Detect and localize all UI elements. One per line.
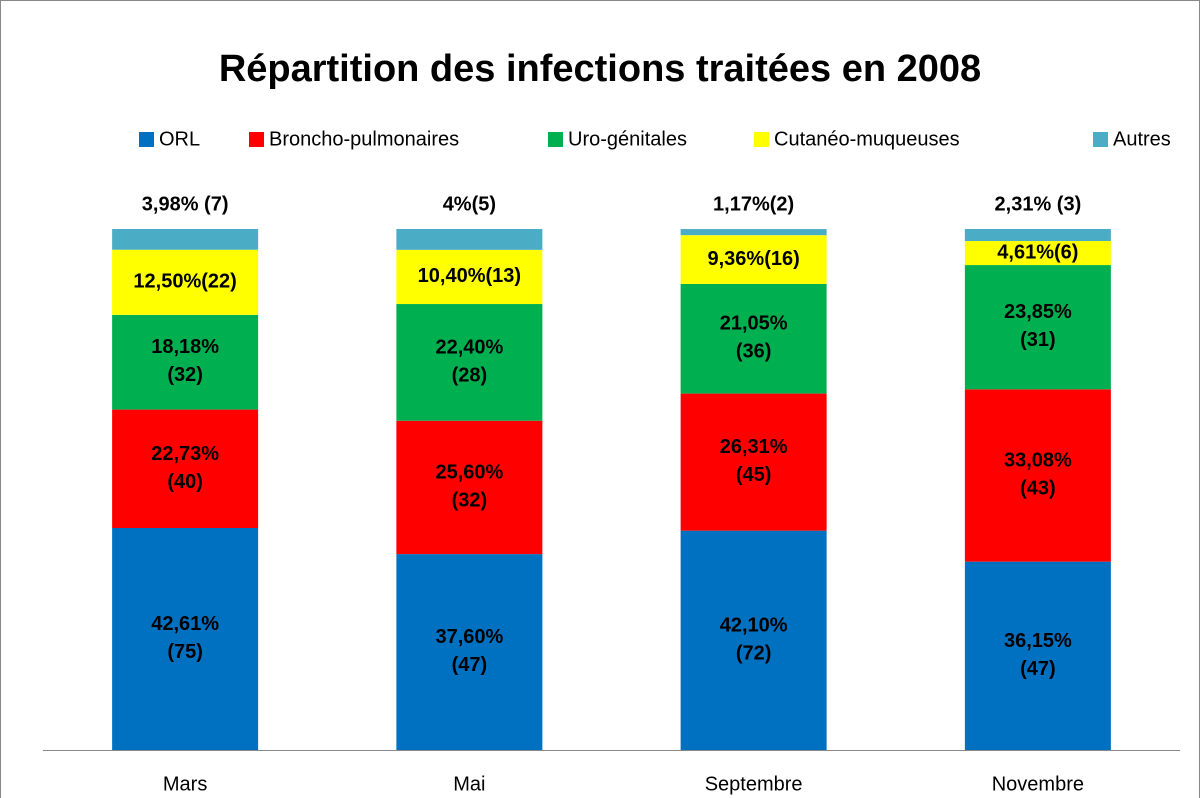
data-label-line: (28) <box>452 365 488 387</box>
data-label-line: 26,31% <box>720 436 788 458</box>
data-label: 10,40%(13) <box>418 265 521 287</box>
x-tick-label: Septembre <box>705 773 803 795</box>
data-label-line: 22,73% <box>151 443 219 465</box>
data-label: 25,60% (32) <box>435 462 503 512</box>
data-label-line: 36,15% <box>1004 630 1072 652</box>
bar-segment <box>680 229 827 236</box>
bar-segment <box>112 229 259 250</box>
data-label: 2,31% (3) <box>995 193 1082 215</box>
data-label: 4%(5) <box>443 193 496 215</box>
data-label: 1,17%(2) <box>713 193 794 215</box>
data-label-line: 21,05% <box>720 313 788 335</box>
legend-swatch <box>249 132 264 147</box>
bar-segment <box>964 389 1111 562</box>
data-label-line: (31) <box>1020 329 1056 351</box>
data-label-line: 42,10% <box>720 615 788 637</box>
data-label: 22,73% (40) <box>151 443 219 493</box>
data-label: 26,31% (45) <box>720 436 788 486</box>
bar-segment <box>112 249 259 315</box>
bar-segment <box>680 235 827 284</box>
bar-segment <box>396 249 543 305</box>
x-tick-label: Mars <box>163 773 207 795</box>
data-label: 3,98% (7) <box>142 193 229 215</box>
data-label: 22,40% (28) <box>435 337 503 387</box>
data-label-line: (75) <box>167 641 203 663</box>
data-label: 21,05% (36) <box>720 313 788 363</box>
bar-segment <box>112 314 259 410</box>
x-tick-label: Mai <box>453 773 485 795</box>
x-tick-label: Novembre <box>992 773 1084 795</box>
data-label-line: 22,40% <box>435 337 503 359</box>
data-label-line: (32) <box>167 365 203 387</box>
legend-label: Cutanéo-muqueuses <box>774 128 960 150</box>
data-label: 37,60% (47) <box>435 626 503 676</box>
data-label: 42,61% (75) <box>151 613 219 663</box>
data-label-line: 33,08% <box>1004 450 1072 472</box>
legend-label: Broncho-pulmonaires <box>269 128 459 150</box>
data-label: 36,15% (47) <box>1004 630 1072 680</box>
data-label: 9,36%(16) <box>707 248 799 270</box>
bar-segment <box>112 528 259 750</box>
bar-segment <box>396 554 543 750</box>
bar-segment <box>112 409 259 529</box>
bar-segment <box>964 229 1111 242</box>
data-label-line: 18,18% <box>151 337 219 359</box>
legend-swatch <box>1093 132 1108 147</box>
data-label-line: 23,85% <box>1004 301 1072 323</box>
legend-swatch <box>139 132 154 147</box>
legend-swatch <box>548 132 563 147</box>
bar-segment <box>680 393 827 531</box>
data-label-line: 25,60% <box>435 462 503 484</box>
bar-segment <box>964 561 1111 750</box>
legend-swatch <box>754 132 769 147</box>
data-label-line: (47) <box>452 654 488 676</box>
legend-label: Autres <box>1113 128 1171 150</box>
data-label-line: 42,61% <box>151 613 219 635</box>
bar-segment <box>964 241 1111 266</box>
bar-segment <box>396 420 543 555</box>
data-label: 23,85% (31) <box>1004 301 1072 351</box>
data-label-line: (47) <box>1020 658 1056 680</box>
chart-title: Répartition des infections traitées en 2… <box>219 48 981 90</box>
bar-segment <box>396 304 543 421</box>
data-label: 4,61%(6) <box>997 241 1078 263</box>
data-label-line: 37,60% <box>435 626 503 648</box>
bar-segment <box>396 229 543 250</box>
data-label-line: (36) <box>736 341 772 363</box>
data-label-line: (40) <box>167 471 203 493</box>
bar-segment <box>680 283 827 394</box>
data-label-line: (45) <box>736 464 772 486</box>
data-label-line: (32) <box>452 490 488 512</box>
bar-segment <box>680 530 827 750</box>
data-label-line: (43) <box>1020 478 1056 500</box>
legend-label: Uro-génitales <box>568 128 687 150</box>
data-label: 33,08% (43) <box>1004 450 1072 500</box>
data-label: 18,18% (32) <box>151 337 219 387</box>
bar-segment <box>964 265 1111 390</box>
data-label: 42,10% (72) <box>720 615 788 665</box>
data-label-line: (72) <box>736 643 772 665</box>
legend-label: ORL <box>159 128 200 150</box>
data-label: 12,50%(22) <box>133 271 236 293</box>
